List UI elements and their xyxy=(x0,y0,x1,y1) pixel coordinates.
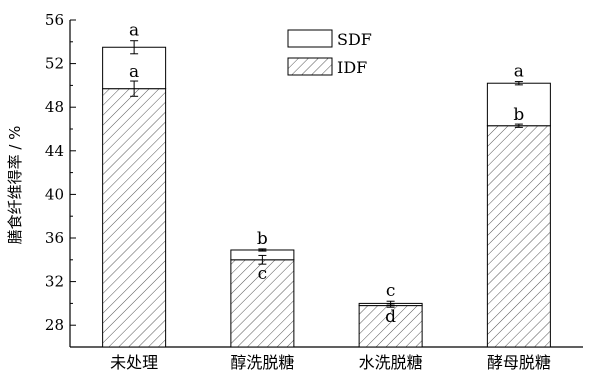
significance-label-idf: d xyxy=(385,307,396,327)
x-tick-label: 酵母脱糖 xyxy=(487,353,551,372)
legend: SDF IDF xyxy=(287,29,372,77)
significance-label-idf: b xyxy=(513,105,524,125)
y-tick-label: 56 xyxy=(45,11,64,29)
bar-idf xyxy=(358,305,423,348)
significance-label-sdf: b xyxy=(257,229,268,249)
y-tick-label: 36 xyxy=(45,229,64,247)
significance-label-idf: a xyxy=(129,62,139,82)
legend-label-idf: IDF xyxy=(337,58,367,77)
significance-label-sdf: c xyxy=(386,281,396,301)
significance-label-sdf: a xyxy=(514,62,524,82)
axes: 28 32 36 40 44 48 52 56 未处理 醇洗脱糖 水洗脱糖 酵母脱糖 xyxy=(45,11,583,372)
y-tick-label: 48 xyxy=(45,98,64,116)
legend-label-sdf: SDF xyxy=(337,30,372,49)
bar-sdf xyxy=(486,82,551,127)
significance-label-sdf: a xyxy=(129,21,139,41)
y-tick-label: 32 xyxy=(45,273,64,291)
bar-idf xyxy=(102,88,167,348)
y-tick-label: 52 xyxy=(45,55,64,73)
y-axis-label: 膳食纤维得率 / % xyxy=(6,126,24,245)
x-tick-label: 未处理 xyxy=(110,353,158,372)
y-tick-label: 44 xyxy=(45,142,64,160)
legend-swatch-sdf xyxy=(287,29,333,48)
y-tick-label: 40 xyxy=(45,185,64,203)
significance-label-idf: c xyxy=(258,264,268,284)
x-tick-label: 醇洗脱糖 xyxy=(230,353,294,372)
x-tick-label: 水洗脱糖 xyxy=(359,353,423,372)
y-tick-label: 28 xyxy=(45,316,64,334)
bar-idf xyxy=(486,125,551,348)
legend-swatch-idf xyxy=(287,57,333,76)
